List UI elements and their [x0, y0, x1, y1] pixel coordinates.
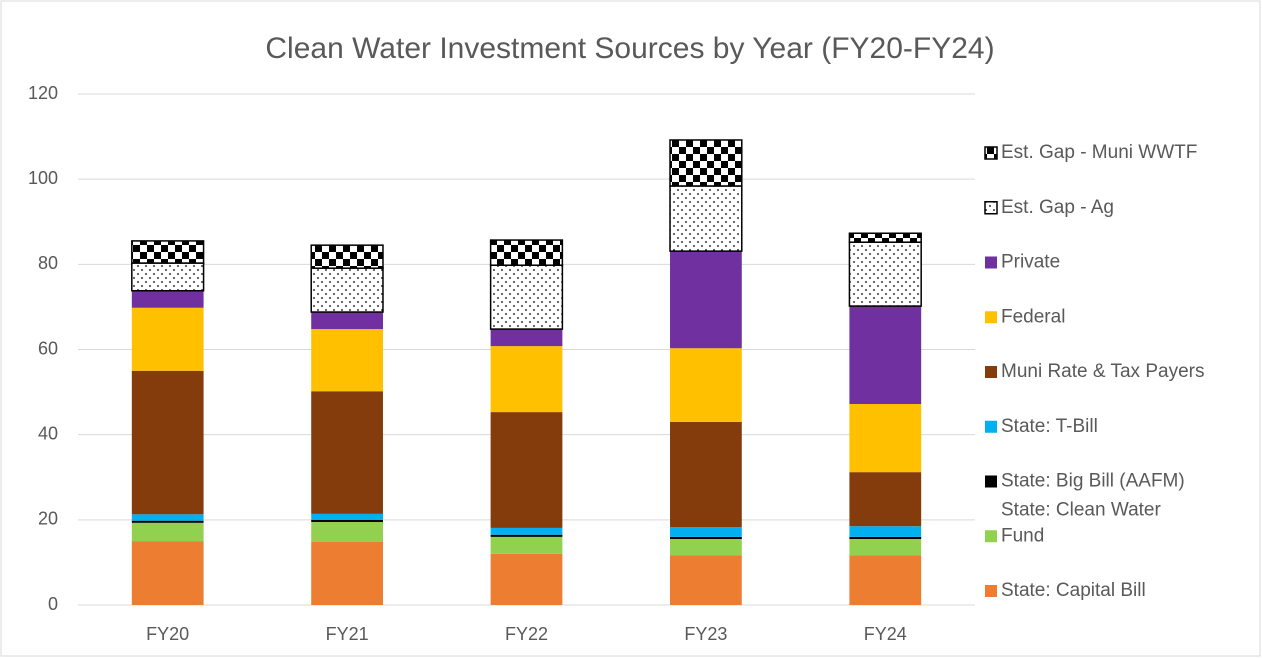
bar-segment: [311, 513, 383, 520]
y-tick-label: 40: [38, 423, 58, 443]
bar-segment: [310, 244, 384, 269]
bar-segment: [131, 262, 205, 292]
legend-label: State: Capital Bill: [1001, 580, 1146, 601]
legend-label: Est. Gap - Muni WWTF: [1001, 142, 1197, 163]
x-tick-label: FY20: [146, 624, 189, 644]
bar-segment: [311, 329, 383, 392]
y-tick-label: 120: [28, 83, 58, 103]
legend-label: Est. Gap - Ag: [1001, 197, 1114, 218]
bar-segment: [311, 312, 383, 330]
bar-segment: [311, 541, 383, 605]
bar-segment: [131, 541, 204, 605]
bar-segment: [849, 472, 922, 527]
bar-segment: [849, 538, 922, 556]
bar-segment: [490, 346, 563, 413]
bar-segment: [131, 290, 204, 308]
y-tick-label: 20: [38, 509, 58, 529]
legend-swatch: [985, 420, 997, 433]
bar-segment: [670, 348, 742, 422]
bar-segment: [669, 139, 743, 187]
bar-segment: [670, 251, 742, 349]
legend-label: State: Big Bill (AAFM): [1001, 471, 1185, 492]
y-tick-label: 0: [48, 594, 58, 614]
bar-segment: [490, 534, 563, 537]
bar-segment: [311, 521, 383, 542]
bar-segment: [131, 307, 204, 371]
legend-label: Muni Rate & Tax Payers: [1001, 361, 1204, 382]
chart-title: Clean Water Investment Sources by Year (…: [265, 32, 994, 65]
bar-segment: [311, 519, 383, 522]
bar-segment: [490, 553, 563, 605]
legend-label: Private: [1001, 252, 1060, 273]
x-tick-label: FY21: [326, 624, 369, 644]
bar-segment: [311, 391, 383, 514]
bar-segment: [670, 538, 742, 556]
bar-segment: [131, 240, 205, 264]
legend-swatch: [985, 585, 997, 597]
legend-swatch: [985, 256, 997, 269]
bar-segment: [848, 241, 922, 307]
legend-swatch: [985, 475, 997, 488]
bar-segment: [849, 404, 922, 473]
x-tick-label: FY22: [505, 624, 548, 644]
bar-segment: [490, 527, 563, 535]
bar-segment: [131, 522, 204, 542]
legend-swatch: [984, 146, 998, 160]
y-tick-label: 60: [38, 338, 58, 358]
y-tick-label: 100: [28, 168, 58, 188]
bar-segment: [849, 555, 922, 605]
bar-segment: [670, 421, 742, 528]
bar-segment: [310, 267, 384, 313]
legend-swatch: [985, 311, 997, 324]
bar-segment: [849, 306, 922, 405]
legend-swatch: [984, 201, 998, 215]
x-tick-label: FY23: [684, 624, 727, 644]
bar-segment: [849, 526, 922, 537]
bar-segment: [490, 412, 563, 528]
legend-swatch: [985, 366, 997, 378]
x-tick-label: FY24: [864, 624, 907, 644]
legend-label: State: Clean Water Fund: [1001, 499, 1166, 546]
bar-segment: [670, 555, 742, 605]
bar-segment: [489, 239, 564, 266]
bar-segment: [848, 232, 922, 243]
y-tick-label: 80: [38, 253, 58, 273]
bar-segment: [490, 329, 563, 347]
bar-segment: [670, 527, 742, 537]
bar-segment: [669, 185, 743, 252]
bar-segment: [849, 536, 922, 539]
bar-segment: [131, 520, 204, 523]
legend-label: Federal: [1001, 306, 1065, 327]
legend-swatch: [985, 530, 997, 543]
bar-segment: [670, 536, 742, 539]
bar-segment: [490, 536, 563, 554]
bar-segment: [131, 370, 204, 515]
bar-segment: [489, 264, 564, 330]
bar-segment: [131, 514, 204, 521]
legend-label: State: T-Bill: [1001, 416, 1098, 437]
